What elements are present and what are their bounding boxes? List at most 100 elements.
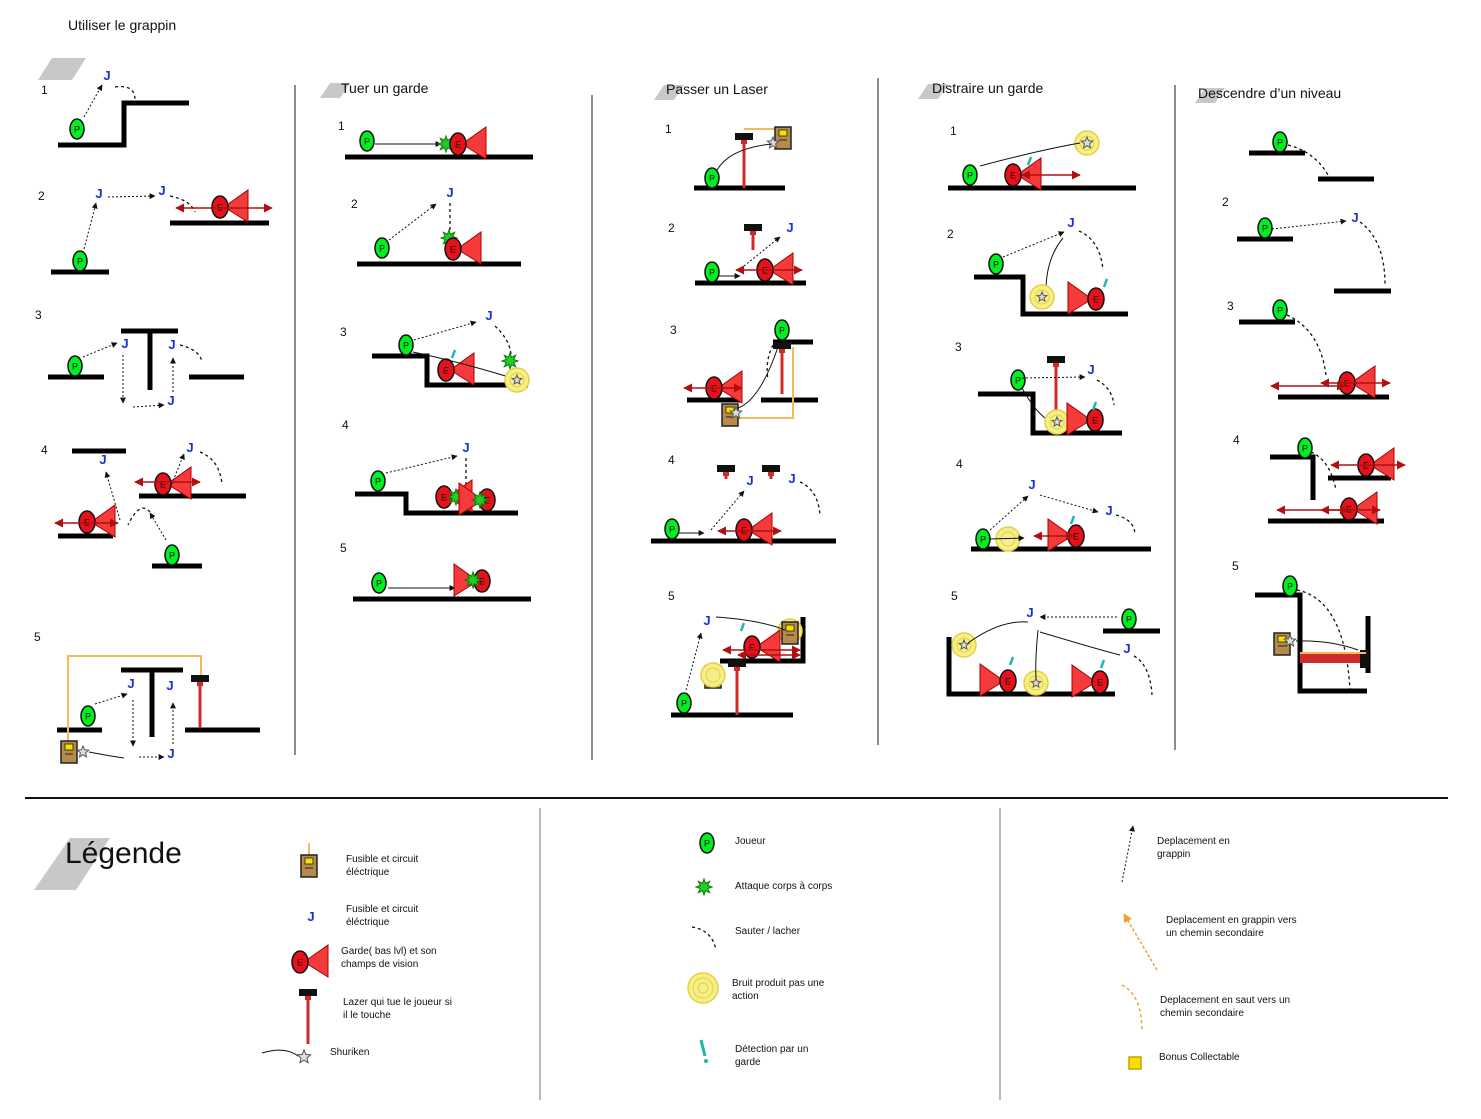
legend-text-player: Joueur (735, 836, 766, 847)
guard-glyph: E (443, 366, 449, 376)
guard-icon (1087, 287, 1105, 311)
laser-beam (1300, 654, 1366, 663)
laser-mount (768, 472, 774, 476)
step-number: 4 (41, 443, 48, 457)
grapple-arrow (1039, 494, 1099, 514)
legend-text-jump-secondary: Deplacement en saut vers un chemin secon… (1160, 995, 1291, 1019)
vision-cone (979, 663, 1005, 697)
guard-glyph: E (441, 493, 447, 503)
grapple-arrow (710, 490, 745, 531)
grapple-arrow (107, 193, 156, 200)
guard-glyph: E (1097, 678, 1103, 688)
grapple-point-icon: J (158, 183, 165, 198)
grapple-arrow (413, 320, 477, 341)
guard-icon (291, 950, 309, 974)
jump-path (199, 451, 223, 486)
jump-path (799, 481, 821, 516)
player-icon (704, 167, 720, 189)
grapple-move-icon (1121, 825, 1135, 883)
player-icon (774, 319, 790, 341)
shuriken-rope (737, 346, 779, 409)
grapple-point-icon: J (99, 452, 106, 467)
player-glyph: P (993, 260, 999, 270)
fuse-spark (64, 743, 74, 751)
grapple-point-icon: J (788, 471, 795, 486)
grapple-arrow (149, 512, 167, 541)
noise-icon (687, 972, 719, 1004)
laser-emitter (773, 342, 791, 349)
player-glyph: P (74, 125, 80, 135)
grapple-point-icon: J (166, 678, 173, 693)
jump-path (1078, 230, 1104, 271)
guard-icon (449, 132, 467, 156)
noise-ring (1034, 289, 1050, 305)
shuriken-rope (88, 751, 125, 759)
shuriken-rope (1035, 629, 1039, 679)
guard-icon (1004, 163, 1022, 187)
shuriken-rope (1295, 640, 1359, 651)
shuriken-rope (715, 616, 786, 631)
laser-emitter (1047, 356, 1065, 363)
laser-emitter (299, 989, 317, 996)
shuriken-icon (1080, 135, 1094, 149)
noise-icon (700, 662, 726, 688)
grapple-arrow (388, 203, 437, 241)
player-glyph: P (709, 174, 715, 184)
step-number: 4 (1233, 433, 1240, 447)
grapple-arrow (83, 202, 98, 250)
melee-attack-icon (463, 570, 483, 590)
jump-path (766, 344, 774, 381)
platform (978, 391, 1122, 436)
column-title-distract-guard: Distraire un garde (932, 80, 1044, 96)
grapple-point-icon: J (127, 676, 134, 691)
laser-mount (197, 682, 203, 686)
noise-ring (692, 977, 714, 999)
noise-ring (705, 667, 721, 683)
player-icon (704, 261, 720, 283)
jump-path (1359, 221, 1386, 286)
grapple-arrow (94, 692, 128, 705)
platform (974, 274, 1128, 317)
vision-cone (449, 352, 475, 386)
grapple-point-icon: J (1026, 605, 1033, 620)
shuriken-icon (296, 1048, 312, 1064)
laser-emitter (1360, 650, 1369, 668)
player-glyph: P (403, 341, 409, 351)
player-icon (164, 544, 180, 566)
jump-path (114, 85, 136, 101)
legend-title: Légende (65, 837, 182, 870)
jump-path (1287, 144, 1329, 176)
grapple-secondary-icon (1123, 913, 1158, 971)
jump-path (1310, 451, 1337, 491)
player-icon (398, 334, 414, 356)
grapple-arrow (83, 84, 103, 118)
detection-icon (1008, 656, 1015, 666)
legend-text-grapple-move: Deplacement en grappin (1157, 836, 1230, 860)
jump-path (179, 344, 203, 363)
fuse-spark (304, 857, 314, 865)
jump-path (494, 325, 512, 356)
guard-glyph: E (1010, 171, 1016, 181)
platform (372, 353, 528, 388)
shuriken-icon (729, 405, 743, 419)
step-number: 3 (340, 325, 347, 339)
player-glyph: P (364, 137, 370, 147)
grapple-point-icon: J (186, 440, 193, 455)
jump-path (127, 507, 151, 526)
grapple-arrow (1271, 218, 1347, 230)
detection-icon (699, 1039, 707, 1057)
jump-path (1096, 379, 1115, 406)
player-icon (962, 164, 978, 186)
detection-icon (1102, 278, 1109, 288)
guard-glyph: E (160, 480, 166, 490)
grapple-point-icon: J (485, 308, 492, 323)
player-icon (1010, 369, 1026, 391)
fuse-spark (725, 406, 735, 414)
player-glyph: P (709, 268, 715, 278)
platform (121, 667, 183, 737)
grapple-arrow (132, 402, 165, 409)
jump-path (1296, 589, 1351, 691)
player-icon (72, 250, 88, 272)
player-glyph: P (375, 477, 381, 487)
jump-path (1115, 514, 1136, 536)
